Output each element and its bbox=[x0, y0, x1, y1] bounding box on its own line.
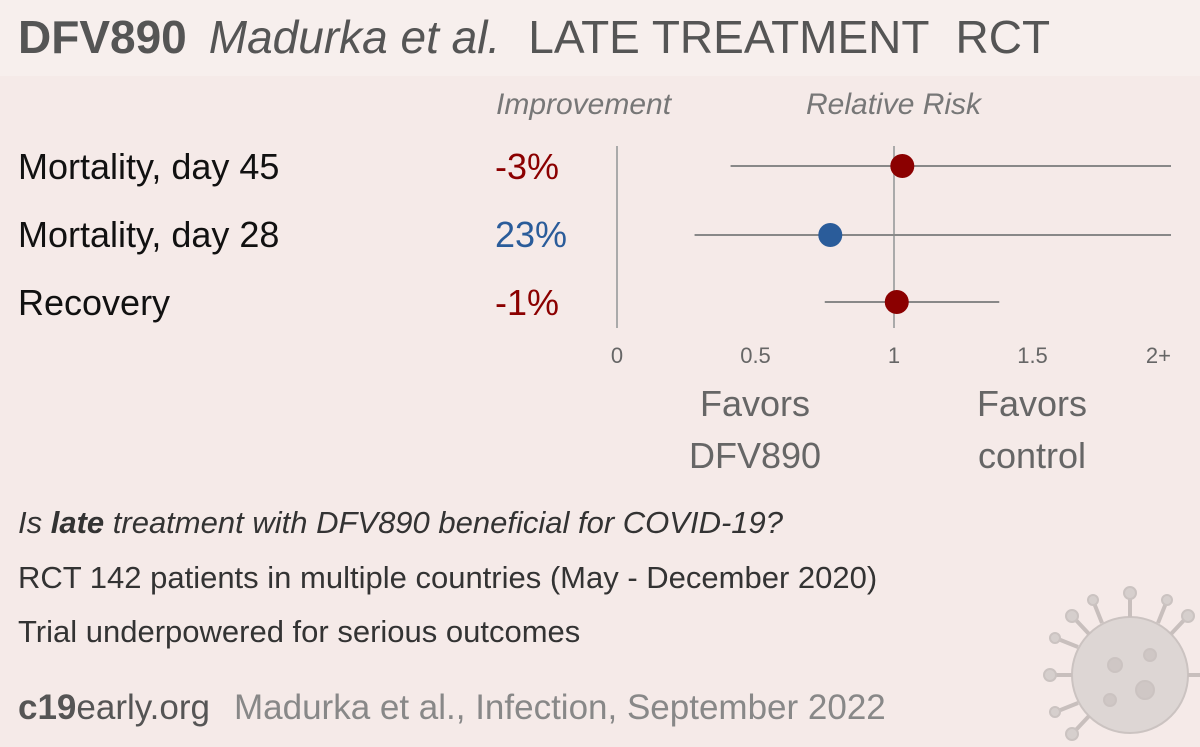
question-post: treatment with DFV890 beneficial for COV… bbox=[104, 505, 784, 540]
footer-site-rest: early.org bbox=[76, 688, 210, 727]
tick-label-1: 0.5 bbox=[740, 343, 771, 368]
tick-label-4: 2+ bbox=[1146, 343, 1171, 368]
favors-left-line2: DFV890 bbox=[688, 435, 822, 476]
footer-site-bold: c19 bbox=[18, 688, 77, 727]
title-drug: DFV890 bbox=[18, 11, 187, 63]
improvement-value-2: -1% bbox=[495, 282, 560, 323]
improvement-value-1: 23% bbox=[495, 214, 568, 255]
outcome-label-2: Recovery bbox=[18, 282, 171, 323]
tick-label-0: 0 bbox=[611, 343, 623, 368]
virus-icon bbox=[1043, 586, 1200, 741]
summary-line-1: RCT 142 patients in multiple countries (… bbox=[18, 560, 878, 595]
summary-line-2: Trial underpowered for serious outcomes bbox=[18, 614, 581, 649]
page-title: DFV890 Madurka et al. LATE TREATMENT RCT bbox=[18, 10, 1050, 64]
question-bold: late bbox=[50, 505, 105, 540]
favors-treatment-label: Favors DFV890 bbox=[660, 378, 850, 482]
footer: c19early.org Madurka et al., Infection, S… bbox=[18, 688, 886, 728]
tick-label-3: 1.5 bbox=[1017, 343, 1048, 368]
footer-citation: Madurka et al., Infection, September 202… bbox=[233, 688, 886, 727]
tick-label-2: 1 bbox=[888, 343, 900, 368]
point-estimate-1 bbox=[818, 223, 843, 247]
question-pre: Is bbox=[18, 505, 51, 540]
favors-left-line1: Favors bbox=[699, 383, 811, 424]
title-setting: LATE TREATMENT bbox=[528, 11, 930, 63]
title-authors: Madurka et al. bbox=[208, 11, 501, 63]
point-estimate-0 bbox=[890, 154, 915, 178]
outcome-label-1: Mortality, day 28 bbox=[18, 214, 280, 255]
improvement-column-header: Improvement bbox=[496, 88, 672, 121]
outcome-label-0: Mortality, day 45 bbox=[18, 146, 280, 187]
favors-right-line1: Favors bbox=[976, 383, 1088, 424]
relative-risk-column-header: Relative Risk bbox=[806, 88, 982, 121]
title-design: RCT bbox=[955, 11, 1051, 63]
summary-question: Is late treatment with DFV890 beneficial… bbox=[18, 505, 783, 541]
point-estimate-2 bbox=[884, 290, 909, 314]
title-bar bbox=[0, 0, 1200, 76]
favors-control-label: Favors control bbox=[937, 378, 1127, 482]
improvement-value-0: -3% bbox=[495, 146, 560, 187]
favors-right-line2: control bbox=[977, 435, 1087, 476]
